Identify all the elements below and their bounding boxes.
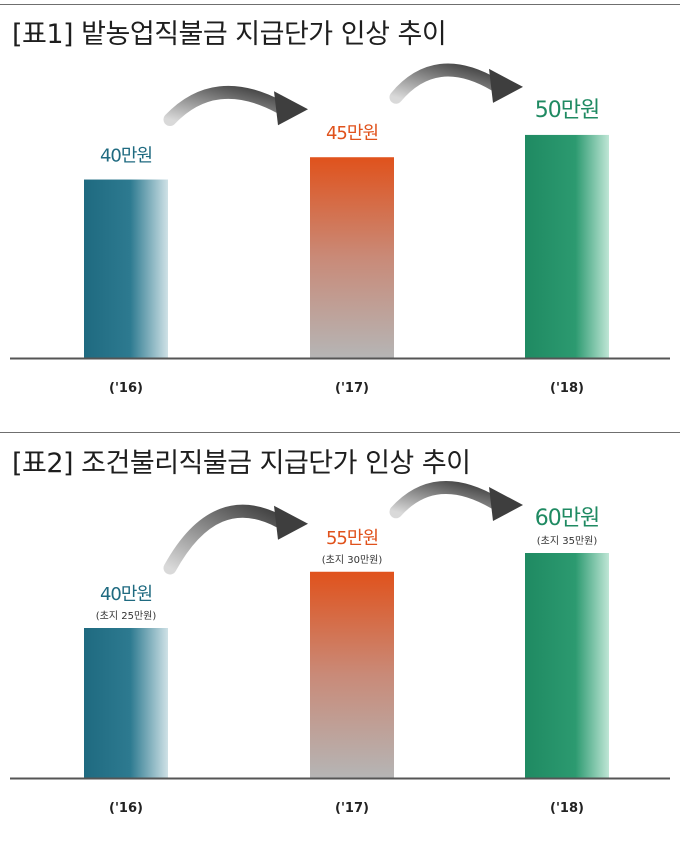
x-tick-label: ('18) <box>550 381 584 396</box>
x-tick-label: ('17) <box>335 381 369 396</box>
data-label: 45만원 <box>326 123 378 144</box>
data-label: 60만원 <box>535 506 599 531</box>
x-tick-label: ('17) <box>335 801 369 816</box>
trend-arrow <box>389 480 523 521</box>
chart-2-title: [표2] 조건불리직불금 지급단가 인상 추이 <box>12 448 471 479</box>
chart-2: 40만원 (초지 25만원) ('16) 55만원 (초지 30만원) ('17) 60만원… <box>10 480 670 816</box>
data-label: 40만원 <box>100 584 152 605</box>
sub-label: (초지 25만원) <box>96 610 157 622</box>
bar-1 <box>84 628 168 778</box>
chart-1: 40만원 ('16) 45만원 ('17) 50만원 ('18) <box>10 63 670 396</box>
sub-label: (초지 30만원) <box>322 554 383 566</box>
data-label: 55만원 <box>326 528 378 549</box>
data-label: 40만원 <box>100 146 152 167</box>
x-tick-label: ('16) <box>109 381 143 396</box>
chart-1-title: [표1] 밭농업직불금 지급단가 인상 추이 <box>12 19 447 50</box>
trend-arrow <box>163 85 308 127</box>
sub-label: (초지 35만원) <box>537 535 598 547</box>
bar-3 <box>525 553 609 778</box>
x-tick-label: ('16) <box>109 801 143 816</box>
bar-1 <box>84 179 168 358</box>
middle-rule <box>0 432 680 433</box>
x-tick-label: ('18) <box>550 801 584 816</box>
data-label: 50만원 <box>535 98 599 123</box>
trend-arrow <box>389 63 523 104</box>
bar-3 <box>525 134 609 358</box>
trend-arrow <box>163 504 308 575</box>
top-rule <box>0 4 680 5</box>
bar-2 <box>310 157 394 358</box>
bar-2 <box>310 571 394 778</box>
